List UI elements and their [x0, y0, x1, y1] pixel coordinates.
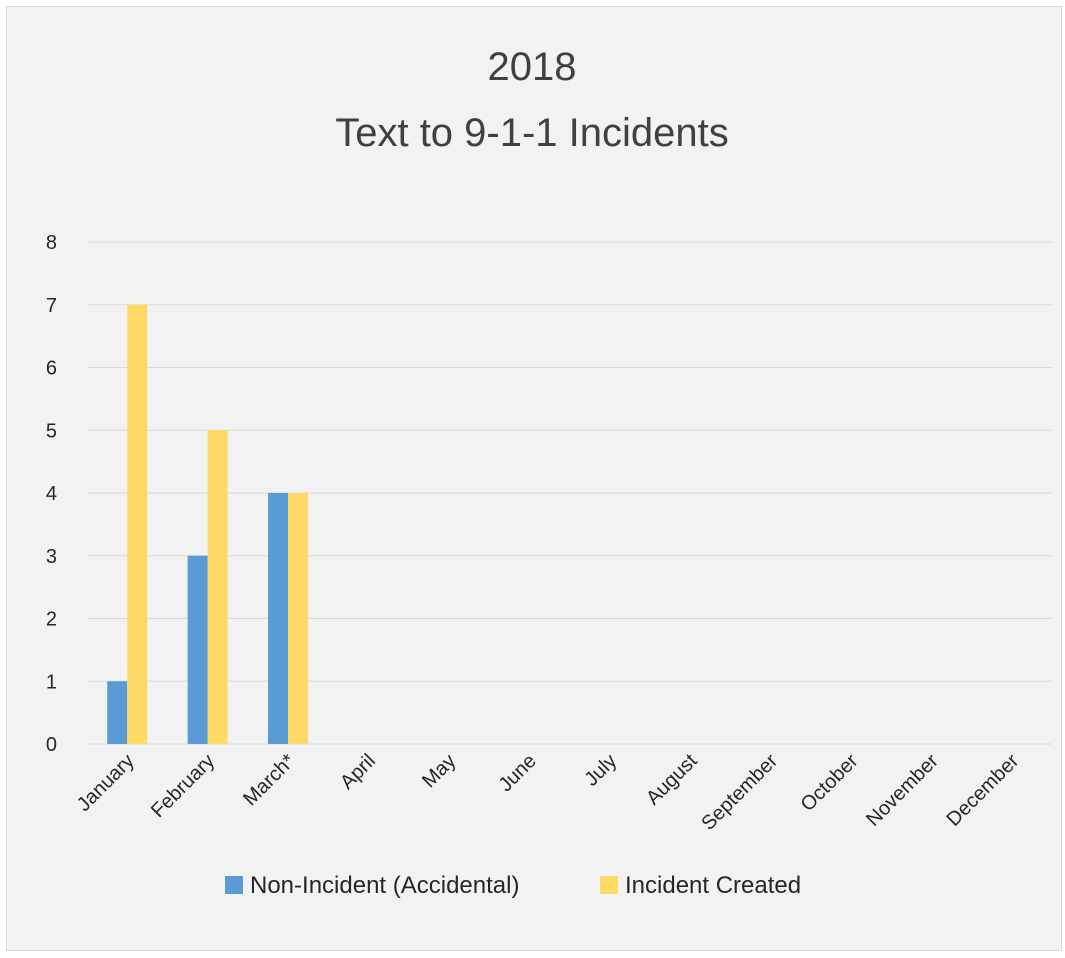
- y-tick-label: 3: [46, 546, 57, 568]
- chart-frame: [6, 6, 1062, 951]
- x-tick-label: October: [797, 750, 863, 816]
- x-tick-label: September: [697, 750, 782, 835]
- x-tick-label: November: [862, 750, 943, 831]
- x-tick-label: December: [943, 750, 1024, 831]
- y-tick-label: 2: [46, 609, 57, 631]
- x-tick-label: February: [147, 750, 219, 822]
- legend-label-non-incident: Non-Incident (Accidental): [250, 872, 519, 899]
- y-tick-label: 6: [46, 358, 57, 380]
- x-axis-ticks: January February March* April May June July Aug…: [73, 750, 1024, 835]
- bar-non-incident: [268, 493, 289, 744]
- x-tick-label: July: [581, 750, 622, 791]
- y-tick-label: 4: [46, 483, 57, 505]
- y-axis-ticks: 0 1 2 3 4 5 6 7 8: [46, 232, 57, 756]
- chart-title-year: 2018: [488, 45, 577, 89]
- y-tick-label: 7: [46, 295, 57, 317]
- bar-non-incident: [187, 555, 208, 744]
- y-tick-label: 8: [46, 232, 57, 254]
- x-tick-label: January: [73, 750, 139, 816]
- bar-incident-created: [127, 304, 148, 744]
- x-tick-label: May: [418, 750, 460, 792]
- x-tick-label: April: [336, 750, 380, 794]
- x-tick-label: June: [495, 750, 541, 796]
- y-tick-label: 0: [46, 734, 57, 756]
- gridlines: [87, 241, 1052, 745]
- legend: Non-Incident (Accidental) Incident Creat…: [225, 872, 801, 899]
- chart-title-main: Text to 9-1-1 Incidents: [335, 111, 729, 155]
- y-tick-label: 5: [46, 420, 57, 442]
- bar-incident-created: [288, 493, 309, 744]
- y-tick-label: 1: [46, 671, 57, 693]
- x-tick-label: March*: [239, 750, 300, 811]
- legend-label-incident-created: Incident Created: [625, 872, 801, 899]
- legend-swatch-non-incident: [225, 876, 243, 894]
- x-tick-label: August: [642, 750, 702, 810]
- bar-non-incident: [107, 681, 128, 744]
- bar-incident-created: [207, 430, 228, 744]
- legend-swatch-incident-created: [600, 876, 618, 894]
- bars: [107, 304, 309, 744]
